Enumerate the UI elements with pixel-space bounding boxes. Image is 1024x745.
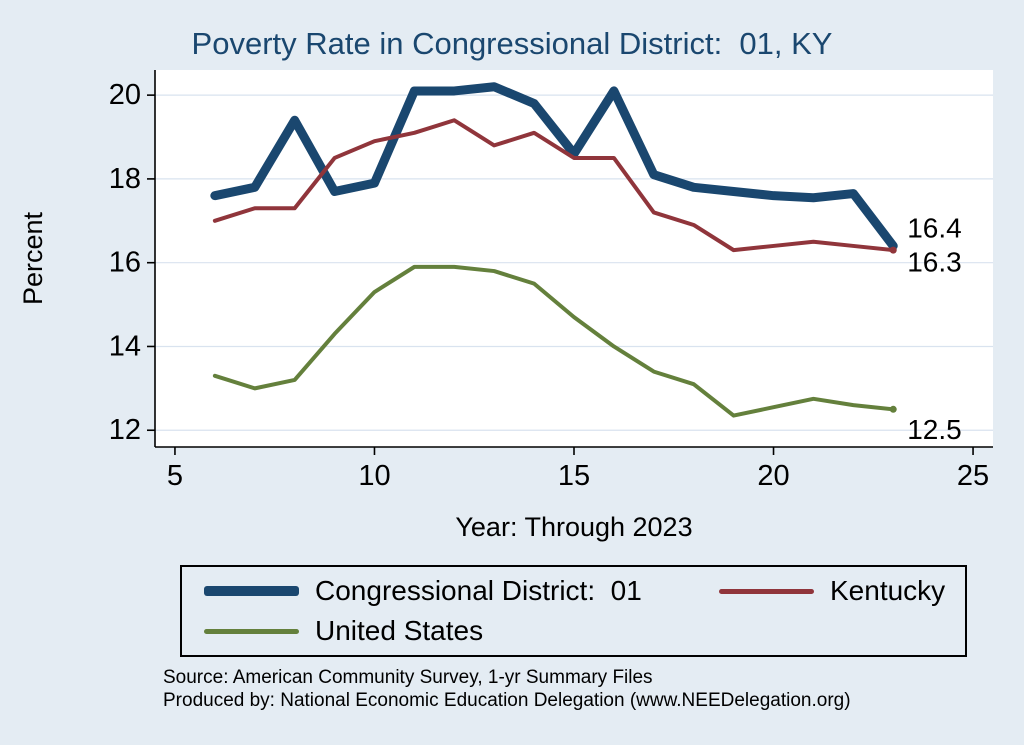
series-end-marker-1: [889, 246, 897, 254]
chart-title: Poverty Rate in Congressional District: …: [191, 26, 833, 61]
legend-line-sample-kentucky: [719, 588, 814, 594]
source-line: Source: American Community Survey, 1-yr …: [163, 667, 653, 688]
legend-label-district: Congressional District: 01: [315, 575, 642, 606]
series-end-marker-2: [889, 405, 897, 413]
y-tick-label: 20: [109, 79, 141, 111]
legend-line-sample-united-states: [204, 628, 299, 634]
y-tick-label: 12: [109, 414, 141, 446]
legend-entry-kentucky: Kentucky: [719, 575, 965, 607]
plot-background: [155, 70, 993, 447]
source-note: Source: American Community Survey, 1-yr …: [163, 666, 1003, 712]
x-tick-label: 5: [167, 460, 183, 492]
y-tick-label: 16: [109, 247, 141, 279]
series-end-label-1: 16.3: [907, 247, 962, 278]
legend-line-sample-district: [204, 586, 299, 596]
legend-entry-united-states: United States: [204, 615, 719, 647]
series-end-label-0: 16.4: [907, 212, 962, 243]
series-end-label-2: 12.5: [907, 414, 962, 445]
legend-entry-district: Congressional District: 01: [204, 575, 719, 607]
series-line-2: [212, 264, 896, 418]
legend: Congressional District: 01 Kentucky Unit…: [180, 565, 967, 657]
x-tick-label: 15: [558, 460, 590, 492]
series-line-0: [210, 82, 898, 251]
produced-by-line: Produced by: National Economic Education…: [163, 690, 851, 712]
y-axis-title-text: Percent: [18, 211, 49, 306]
x-tick-label: 20: [757, 460, 789, 492]
x-axis-title: Year: Through 2023: [455, 512, 693, 542]
y-tick-label: 18: [109, 163, 141, 195]
x-tick-label: 25: [957, 460, 989, 492]
legend-label-kentucky: Kentucky: [830, 575, 946, 606]
series-line-1: [212, 118, 896, 253]
legend-label-united-states: United States: [315, 615, 484, 646]
y-axis-title: Percent: [14, 70, 54, 447]
y-tick-label: 14: [109, 330, 141, 362]
x-tick-label: 10: [358, 460, 390, 492]
